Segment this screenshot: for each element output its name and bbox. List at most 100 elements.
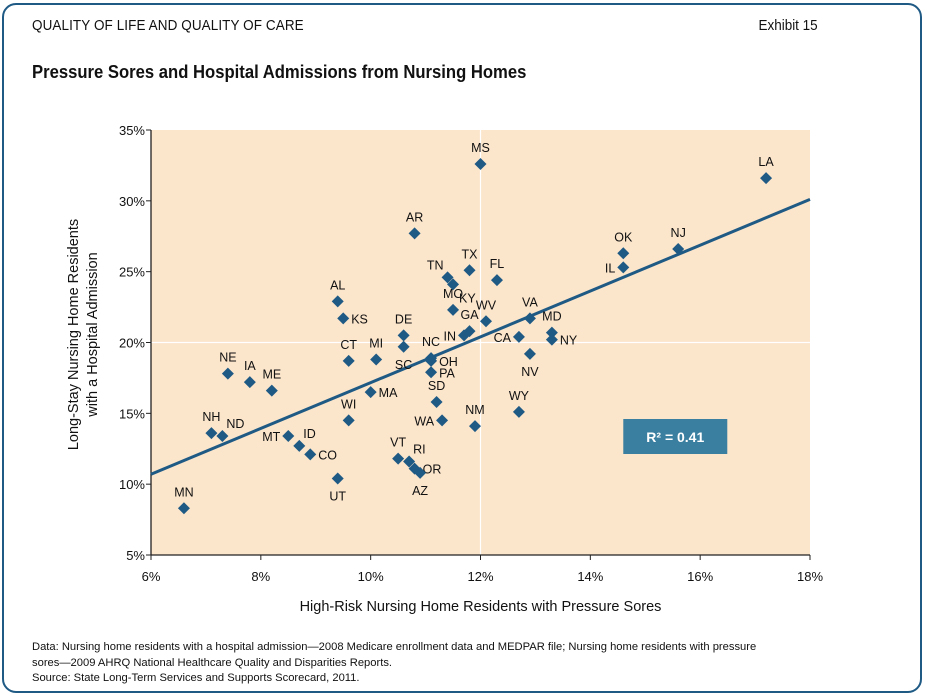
- diamond-marker: [414, 466, 427, 479]
- diamond-marker: [293, 439, 306, 452]
- diamond-marker: [523, 347, 536, 360]
- footnote-source: Source: State Long-Term Services and Sup…: [32, 672, 360, 684]
- diamond-marker: [545, 326, 558, 339]
- diamond-marker: [221, 367, 234, 380]
- data-point-ms: MS: [471, 141, 490, 170]
- y-tick-label: 25%: [119, 265, 145, 280]
- x-tick-label: 18%: [797, 569, 823, 584]
- data-point-ne: NE: [219, 351, 237, 380]
- diamond-marker: [265, 384, 278, 397]
- data-point-fl: FL: [490, 257, 504, 287]
- data-point-pa: PA: [425, 366, 455, 380]
- data-point-mi: MI: [369, 337, 383, 366]
- diamond-marker: [490, 274, 503, 287]
- x-axis-title: High-Risk Nursing Home Residents with Pr…: [300, 599, 662, 615]
- data-point-tx: TX: [462, 247, 478, 277]
- diamond-marker: [463, 264, 476, 277]
- data-point-ut: UT: [329, 472, 346, 504]
- data-point-mn: MN: [174, 485, 194, 515]
- x-tick-label: 6%: [142, 569, 161, 584]
- diamond-marker: [331, 295, 344, 308]
- data-point-in: IN: [444, 329, 471, 343]
- x-tick-label: 8%: [251, 569, 270, 584]
- data-point-ar: AR: [406, 210, 423, 240]
- diamond-marker: [458, 329, 471, 342]
- exhibit-frame: [2, 3, 922, 693]
- diamond-marker: [469, 420, 482, 433]
- data-point-md: MD: [542, 310, 562, 339]
- x-tick-label: 16%: [687, 569, 713, 584]
- data-point-nh: NH: [202, 410, 220, 440]
- data-point-ma: MA: [364, 386, 398, 400]
- y-axis-title-line: Long-Stay Nursing Home Residents: [66, 219, 82, 450]
- data-point-de: DE: [395, 312, 412, 342]
- point-label: NJ: [671, 226, 686, 240]
- diamond-marker: [479, 315, 492, 328]
- diamond-marker: [512, 330, 525, 343]
- point-label: KS: [351, 312, 368, 326]
- point-label: VT: [390, 436, 406, 450]
- data-point-mt: MT: [262, 430, 295, 444]
- data-point-wa: WA: [414, 414, 449, 428]
- r-squared-label: R² = 0.41: [646, 429, 704, 445]
- point-label: ND: [226, 417, 244, 431]
- diamond-marker: [425, 354, 438, 367]
- diamond-marker: [243, 376, 256, 389]
- point-label: MA: [379, 386, 398, 400]
- diamond-marker: [430, 396, 443, 408]
- diamond-marker: [403, 455, 416, 468]
- diamond-marker: [216, 430, 229, 442]
- point-label: MT: [262, 430, 280, 444]
- trendline: [150, 198, 811, 476]
- data-point-wy: WY: [509, 389, 530, 418]
- point-label: MO: [443, 287, 463, 301]
- y-axis-title: Long-Stay Nursing Home Residents with a H…: [66, 219, 101, 450]
- data-point-nm: NM: [465, 403, 485, 433]
- point-label: IA: [244, 359, 256, 373]
- footnote: Data: Nursing home residents with a hosp…: [32, 640, 892, 687]
- point-label: IN: [444, 329, 457, 343]
- y-tick-label: 15%: [119, 406, 145, 421]
- data-point-ia: IA: [243, 359, 256, 389]
- data-point-va: VA: [522, 295, 538, 325]
- diamond-marker: [364, 386, 377, 399]
- diamond-marker: [304, 448, 317, 461]
- data-point-ks: KS: [337, 312, 368, 326]
- section-title: QUALITY OF LIFE AND QUALITY OF CARE: [32, 18, 304, 34]
- diamond-marker: [205, 427, 218, 440]
- point-label: NM: [465, 403, 484, 417]
- x-tick-label: 10%: [358, 569, 384, 584]
- diamond-marker: [617, 261, 630, 274]
- data-point-nv: NV: [521, 347, 539, 379]
- x-tick-label: 12%: [467, 569, 493, 584]
- data-point-ri: RI: [403, 443, 426, 468]
- point-label: GA: [460, 308, 479, 322]
- diamond-marker: [425, 366, 438, 379]
- data-point-vt: VT: [390, 436, 406, 465]
- data-point-mo: MO: [443, 287, 463, 316]
- r-squared-box: R² = 0.41: [623, 419, 728, 454]
- diamond-marker: [512, 405, 525, 418]
- diamond-marker: [331, 472, 344, 485]
- data-point-il: IL: [605, 261, 630, 275]
- point-label: LA: [758, 155, 774, 169]
- diamond-marker: [337, 312, 350, 325]
- point-label: WY: [509, 389, 530, 403]
- diamond-marker: [408, 227, 421, 240]
- point-label: NC: [422, 335, 440, 349]
- point-label: AZ: [412, 484, 428, 498]
- data-point-oh: OH: [425, 354, 458, 369]
- diamond-marker: [436, 414, 449, 427]
- y-tick-label: 20%: [119, 336, 145, 351]
- diamond-marker: [282, 430, 295, 442]
- point-label: VA: [522, 295, 538, 309]
- diamond-marker: [370, 353, 383, 366]
- data-point-sd: SD: [428, 379, 445, 408]
- point-label: PA: [439, 366, 455, 380]
- point-label: SD: [428, 379, 445, 393]
- footnote-data-line-1: Data: Nursing home residents with a hosp…: [32, 641, 757, 653]
- point-label: MS: [471, 141, 490, 155]
- point-label: NH: [202, 410, 220, 424]
- exhibit-number: Exhibit 15: [758, 18, 818, 34]
